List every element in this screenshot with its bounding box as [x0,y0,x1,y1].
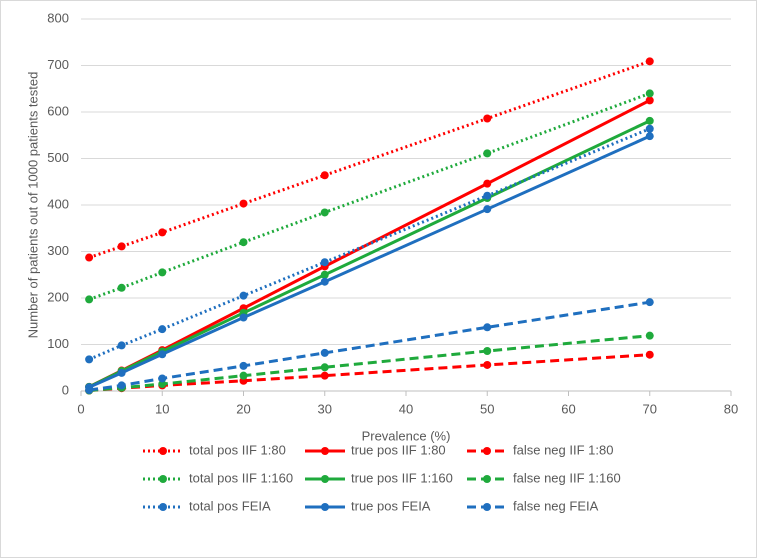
y-tick-label: 700 [47,57,69,72]
legend-label: true pos FEIA [351,498,431,513]
data-point [483,323,492,332]
data-point [320,208,329,217]
data-point [85,386,94,395]
data-point [117,381,126,390]
data-point [483,149,492,158]
data-point [158,350,167,359]
y-tick-label: 600 [47,103,69,118]
legend-label: true pos IIF 1:160 [351,470,453,485]
x-tick-label: 80 [724,401,738,416]
data-point [645,331,654,340]
data-point [117,242,126,251]
legend-label: true pos IIF 1:80 [351,442,446,457]
y-tick-label: 500 [47,150,69,165]
legend-marker [321,503,329,511]
legend-marker [321,447,329,455]
data-point [483,114,492,123]
legend-marker [483,503,491,511]
data-point [320,270,329,279]
y-tick-label: 0 [62,382,69,397]
x-tick-label: 20 [236,401,250,416]
data-point [239,238,248,247]
data-point [483,347,492,356]
data-point [645,57,654,66]
x-tick-label: 60 [561,401,575,416]
legend-label: false neg IIF 1:80 [513,442,613,457]
data-point [320,171,329,180]
data-point [645,298,654,307]
legend-marker [483,447,491,455]
legend-marker [483,475,491,483]
legend-marker [159,475,167,483]
y-tick-label: 400 [47,196,69,211]
y-tick-label: 300 [47,243,69,258]
data-point [158,228,167,237]
data-point [645,132,654,141]
data-point [645,89,654,98]
x-tick-label: 30 [318,401,332,416]
data-point [117,368,126,377]
y-axis-title: Number of patients out of 1000 patients … [25,72,40,339]
data-point [645,350,654,359]
legend-label: total pos IIF 1:80 [189,442,286,457]
legend-label: total pos FEIA [189,498,271,513]
data-point [239,371,248,380]
data-point [483,205,492,214]
data-point [117,283,126,292]
data-point [645,96,654,105]
data-point [85,253,94,262]
x-tick-label: 10 [155,401,169,416]
data-point [85,355,94,364]
data-point [483,360,492,369]
legend-marker [321,475,329,483]
legend-marker [159,447,167,455]
y-tick-label: 100 [47,336,69,351]
y-tick-label: 200 [47,289,69,304]
data-point [85,295,94,304]
data-point [117,341,126,350]
data-point [158,325,167,334]
legend-label: false neg FEIA [513,498,599,513]
data-point [158,374,167,383]
data-point [320,277,329,286]
legend-marker [159,503,167,511]
x-tick-label: 70 [643,401,657,416]
x-tick-label: 0 [77,401,84,416]
legend-label: false neg IIF 1:160 [513,470,621,485]
data-point [158,380,167,389]
legend-label: total pos IIF 1:160 [189,470,293,485]
data-point [239,291,248,300]
data-point [320,258,329,267]
x-axis-title: Prevalence (%) [362,428,451,443]
data-point [239,361,248,370]
data-point [483,191,492,200]
data-point [320,348,329,357]
data-point [645,124,654,133]
data-point [320,371,329,380]
data-point [320,363,329,372]
x-tick-label: 50 [480,401,494,416]
data-point [239,313,248,322]
y-tick-label: 800 [47,10,69,25]
x-tick-label: 40 [399,401,413,416]
data-point [483,179,492,188]
data-point [239,199,248,208]
data-point [158,268,167,277]
data-point [645,116,654,125]
